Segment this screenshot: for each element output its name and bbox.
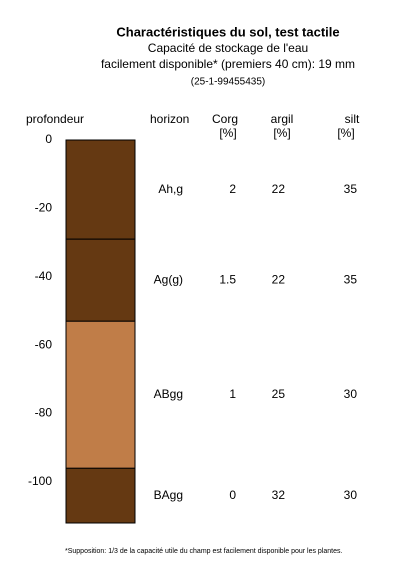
silt-value: 35: [344, 182, 358, 196]
column-header: horizon: [150, 112, 189, 126]
y-tick-label: -40: [35, 269, 53, 283]
subtitle: Capacité de stockage de l'eau: [148, 41, 308, 55]
y-tick-label: -80: [35, 406, 53, 420]
horizon-name: ABgg: [154, 387, 183, 401]
horizon-layer: [65, 238, 136, 322]
corg-value: 2: [229, 182, 236, 196]
argil-value: 25: [272, 387, 286, 401]
silt-value: 30: [344, 387, 358, 401]
horizon-layer: [65, 320, 136, 469]
argil-value: 22: [272, 182, 286, 196]
column-header: argil: [271, 112, 294, 126]
chart-title: Charactéristiques du sol, test tactile: [116, 24, 339, 39]
column-unit: [%]: [273, 126, 290, 140]
silt-value: 35: [344, 272, 358, 286]
profile-id: (25-1-99455435): [191, 77, 266, 88]
y-tick-label: -20: [35, 201, 53, 215]
y-tick-label: -60: [35, 337, 53, 351]
column-unit: [%]: [219, 126, 236, 140]
silt-value: 30: [344, 488, 358, 502]
argil-value: 22: [272, 272, 286, 286]
column-unit: [%]: [337, 126, 354, 140]
corg-value: 1: [229, 387, 236, 401]
corg-value: 0: [229, 488, 236, 502]
horizon-name: Ah,g: [158, 182, 183, 196]
horizon-name: Ag(g): [154, 272, 183, 286]
corg-value: 1.5: [219, 272, 236, 286]
argil-value: 32: [272, 488, 286, 502]
horizon-layer: [65, 467, 136, 524]
y-tick-label: -100: [28, 474, 52, 488]
column-header: Corg: [212, 112, 238, 126]
subtitle: facilement disponible* (premiers 40 cm):…: [101, 57, 355, 71]
y-tick-label: 0: [45, 132, 52, 146]
footnote: *Supposition: 1/3 de la capacité utile d…: [65, 548, 343, 555]
column-header: profondeur: [26, 112, 84, 126]
column-header: silt: [345, 112, 360, 126]
horizon-layer: [65, 139, 136, 240]
horizon-name: BAgg: [154, 488, 183, 502]
